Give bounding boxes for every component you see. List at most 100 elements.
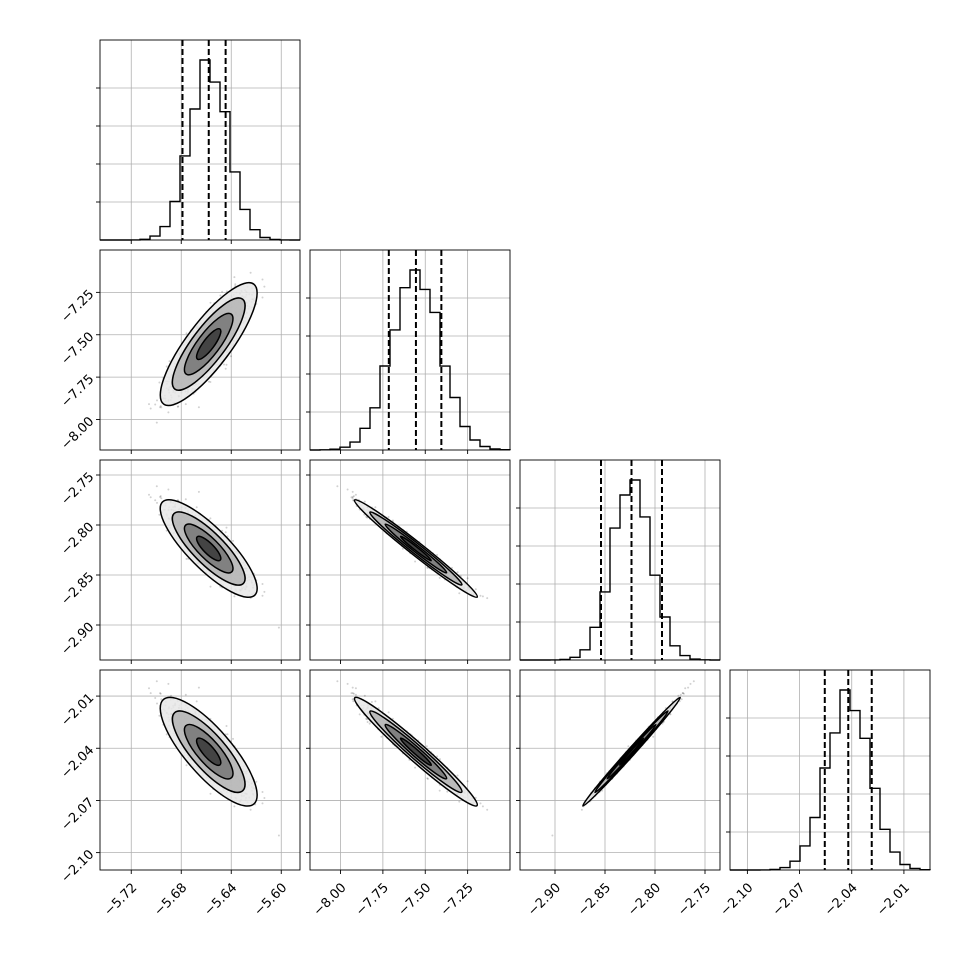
sample-point [149, 496, 152, 499]
sample-point [486, 597, 489, 600]
sample-point [221, 290, 224, 293]
sample-point [232, 539, 234, 542]
contour-line [195, 327, 222, 361]
panel-content [336, 485, 489, 600]
sample-point [159, 692, 162, 695]
sample-point [261, 791, 264, 793]
histogram-panel-3 [516, 460, 720, 661]
sample-point [401, 547, 404, 550]
sample-point [226, 733, 229, 736]
scatter-panel-1-2 [100, 250, 300, 450]
contour-line [159, 498, 258, 599]
contour-line [159, 281, 258, 407]
sample-point [148, 493, 150, 496]
sample-point [224, 531, 227, 534]
sample-point [160, 497, 163, 500]
contour-line [171, 511, 246, 586]
sample-point [261, 594, 264, 597]
panel-content [148, 485, 280, 629]
sample-point [233, 276, 236, 279]
sample-point [438, 576, 441, 579]
contour-line [183, 312, 234, 376]
sample-point [219, 294, 222, 297]
sample-point [159, 406, 162, 409]
contour-line [183, 523, 234, 574]
sample-point [350, 496, 353, 499]
sample-point [185, 557, 188, 560]
sample-point [391, 519, 394, 522]
sample-point [363, 500, 366, 503]
sample-point [148, 403, 150, 406]
sample-point [229, 355, 232, 358]
sample-point [374, 506, 377, 509]
histogram-panel-1 [96, 40, 300, 241]
histogram-frame [99, 39, 301, 241]
panel-content [148, 271, 266, 424]
sample-point [225, 363, 228, 366]
sample-point [154, 499, 157, 502]
sample-point [221, 529, 224, 532]
sample-point [159, 692, 162, 695]
sample-point [155, 485, 158, 488]
sample-point [261, 296, 264, 299]
sample-point [224, 367, 227, 370]
contour-line [171, 297, 246, 391]
sample-point [195, 506, 198, 509]
sample-point [158, 381, 161, 384]
sample-point [414, 560, 417, 563]
sample-point [366, 516, 369, 519]
sample-point [158, 513, 161, 516]
histogram-frame [309, 249, 511, 451]
scatter-frame [99, 459, 301, 661]
sample-point [207, 380, 210, 383]
density-fill [196, 328, 221, 360]
histogram-step-line [730, 689, 931, 871]
sample-point [223, 363, 225, 366]
sample-point [351, 496, 354, 498]
density-fill [196, 536, 221, 561]
sample-point [346, 488, 349, 491]
sample-point [474, 588, 477, 591]
sample-point [176, 405, 179, 408]
sample-point [451, 566, 453, 569]
contour-line [369, 511, 463, 586]
sample-point [466, 577, 469, 580]
sample-point [197, 686, 200, 689]
sample-point [354, 493, 357, 496]
sample-point [436, 553, 439, 556]
sample-point [481, 595, 484, 598]
panel-content [148, 680, 280, 837]
sample-point [156, 399, 158, 402]
contour-line [353, 498, 479, 599]
sample-point [168, 360, 171, 363]
contour-line [195, 535, 222, 562]
sample-point [225, 526, 228, 529]
scatter-frame [99, 249, 301, 451]
sample-point [167, 411, 170, 414]
sample-point [351, 490, 354, 493]
scatter-panel-1-3 [100, 460, 300, 660]
sample-point [351, 497, 354, 500]
sample-point [249, 271, 252, 274]
sample-point [365, 515, 368, 518]
sample-point [167, 488, 170, 491]
sample-point [209, 585, 212, 588]
histogram-frame [519, 459, 721, 661]
sample-point [177, 405, 180, 408]
sample-point [159, 496, 162, 498]
sample-point [249, 808, 252, 811]
histogram-frame [729, 669, 931, 871]
density-fill [400, 536, 432, 561]
sample-point [387, 516, 390, 518]
sample-point [184, 403, 187, 406]
sample-point [156, 702, 158, 705]
histogram-step-line [520, 479, 720, 661]
sample-point [155, 421, 158, 424]
sample-point [197, 406, 200, 409]
sample-point [209, 301, 212, 304]
sample-point [234, 283, 237, 286]
sample-point [154, 697, 157, 699]
sample-point [184, 498, 187, 501]
sample-point [261, 583, 264, 585]
